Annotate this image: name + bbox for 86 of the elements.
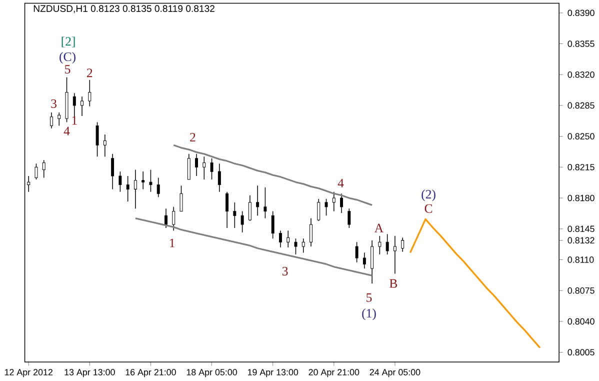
candlestick <box>378 235 382 255</box>
candlestick <box>248 194 252 222</box>
candlestick <box>393 235 396 274</box>
candlestick <box>279 230 282 248</box>
candlestick <box>96 122 99 157</box>
candlestick <box>340 193 344 214</box>
candlestick <box>42 160 46 178</box>
y-tick-label: 0.8110 <box>568 256 594 263</box>
annotation: 3 <box>51 99 56 108</box>
annotation: A <box>374 224 384 232</box>
x-tick-label: 24 Apr 05:00 <box>370 368 420 377</box>
candlestick <box>294 238 298 255</box>
candlestick <box>80 96 84 116</box>
candlestick <box>164 208 168 228</box>
annotation: 2 <box>87 68 92 77</box>
y-tick-label: 0.8132 <box>568 236 594 244</box>
candlestick <box>142 170 145 190</box>
x-tick-label: 16 Apr 21:00 <box>126 368 176 377</box>
candlestick <box>210 158 214 180</box>
annotation: 4 <box>338 178 344 188</box>
annotation: 4 <box>64 126 70 136</box>
candlestick <box>126 175 130 202</box>
annotation: 5 <box>65 64 70 74</box>
candlestick <box>134 169 137 209</box>
candlestick <box>218 163 221 192</box>
x-tick-label: 19 Apr 13:00 <box>248 368 298 377</box>
annotation: 1 <box>170 238 175 247</box>
annotation: [2] <box>62 36 75 48</box>
candlestick <box>386 234 389 255</box>
candlestick <box>88 79 92 107</box>
candlestick <box>180 185 183 212</box>
candlestick <box>271 210 274 239</box>
annotation: (C) <box>60 52 76 64</box>
x-tick-label: 13 Apr 13:00 <box>64 368 115 377</box>
candlestick <box>202 156 206 180</box>
candlestick <box>156 177 160 198</box>
candlestick <box>118 170 122 192</box>
candlestick <box>264 186 267 218</box>
y-tick-label: 0.8040 <box>568 318 594 324</box>
annotation: B <box>390 279 398 288</box>
y-tick-label: 0.8390 <box>568 10 594 16</box>
candlestick <box>332 191 336 212</box>
candlestick <box>187 153 190 180</box>
annotation: (1) <box>362 308 376 320</box>
candlestick <box>370 240 374 284</box>
annotation: 2 <box>190 132 196 142</box>
candlestick <box>226 191 229 228</box>
candlestick <box>111 153 114 190</box>
x-tick-label: 18 Apr 05:00 <box>186 368 238 377</box>
candlestick <box>195 153 198 176</box>
candlestick <box>348 208 351 228</box>
y-tick-label: 0.8250 <box>568 132 594 140</box>
annotation: C <box>424 204 432 213</box>
y-tick-label: 0.8180 <box>568 194 594 201</box>
candlestick <box>172 206 176 231</box>
candlestick <box>401 237 404 252</box>
y-tick-label: 0.8005 <box>568 348 594 356</box>
annotation: (2) <box>422 189 436 201</box>
x-tick-label: 20 Apr 21:00 <box>308 368 360 377</box>
candlestick <box>286 230 290 248</box>
candlestick <box>58 112 61 126</box>
annotation: 1 <box>72 116 77 124</box>
y-tick-label: 0.8075 <box>568 287 594 294</box>
candlestick <box>149 169 152 192</box>
candlestick <box>324 198 328 216</box>
y-tick-label: 0.8285 <box>568 102 594 108</box>
candlestick <box>302 238 305 253</box>
candlestick <box>240 210 244 233</box>
annotation: 5 <box>366 293 372 302</box>
candlestick <box>355 242 358 263</box>
candlestick <box>34 163 38 180</box>
annotation: 3 <box>282 266 288 276</box>
candlestick <box>310 218 312 247</box>
y-tick-label: 0.8215 <box>568 164 594 170</box>
candlestick <box>103 134 106 157</box>
candlestick <box>317 198 320 222</box>
y-tick-label: 0.8145 <box>568 226 594 232</box>
candlestick <box>362 252 366 269</box>
x-tick-label: 12 Apr 2012 <box>4 368 52 377</box>
candlestick <box>27 175 30 192</box>
chart-title: NZDUSD,H1 0.8123 0.8135 0.8119 0.8132 <box>34 4 214 13</box>
candlestick <box>233 202 236 228</box>
y-tick-label: 0.8320 <box>568 71 594 78</box>
candlestick <box>256 185 260 216</box>
y-tick-label: 0.8355 <box>568 40 594 47</box>
candlestick <box>50 112 53 129</box>
